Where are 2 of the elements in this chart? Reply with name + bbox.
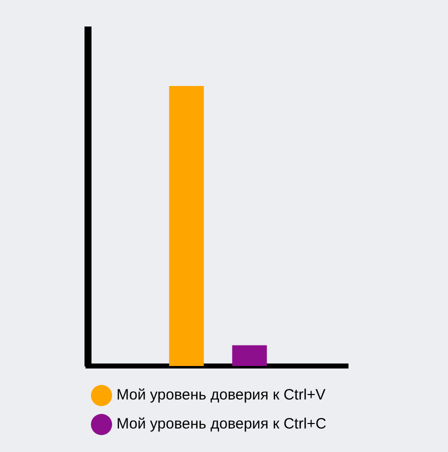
legend-label: Мой уровень доверия к Ctrl+V — [116, 386, 326, 404]
legend-label: Мой уровень доверия к Ctrl+C — [116, 416, 327, 433]
